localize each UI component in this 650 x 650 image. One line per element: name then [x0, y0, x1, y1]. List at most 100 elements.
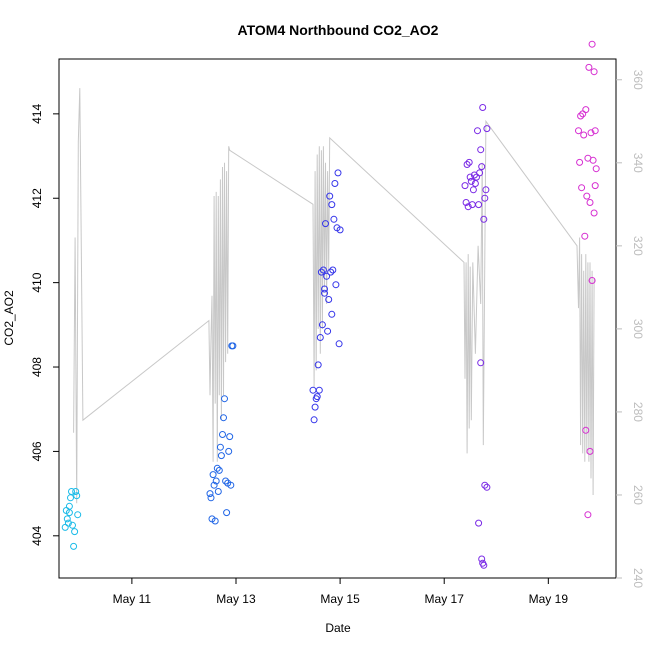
data-point: [221, 395, 228, 403]
y2-tick-label: 320: [631, 236, 645, 256]
data-point: [482, 186, 490, 194]
data-point: [462, 199, 470, 206]
data-point: [334, 169, 342, 177]
data-point: [215, 466, 223, 474]
data-point: [68, 488, 75, 495]
data-point: [467, 177, 475, 185]
data-point: [471, 180, 479, 187]
data-point: [461, 182, 469, 190]
data-point: [576, 158, 584, 166]
data-point: [223, 509, 231, 517]
data-point: [591, 127, 599, 135]
data-point: [581, 232, 589, 240]
data-point: [464, 203, 472, 211]
x-axis: May 11 May 13 May 15 May 17 May 19: [113, 578, 568, 606]
y-axis-label: CO2_AO2: [2, 290, 16, 346]
data-point: [206, 490, 214, 498]
data-point: [74, 511, 82, 519]
data-point: [478, 555, 486, 563]
y-tick-label: 406: [30, 441, 44, 461]
x-tick-label: May 11: [113, 592, 152, 606]
series-4: [461, 104, 491, 569]
data-point: [575, 127, 582, 135]
data-point: [69, 521, 76, 529]
data-point: [582, 106, 590, 114]
chart-title: ATOM4 Northbound CO2_AO2: [238, 22, 439, 38]
data-point: [321, 289, 328, 297]
series-1: [61, 488, 82, 550]
data-point: [329, 266, 337, 274]
series-2: [206, 342, 237, 525]
y2-tick-label: 240: [631, 568, 645, 588]
data-point: [227, 481, 235, 489]
data-point: [64, 519, 72, 527]
data-point: [216, 443, 224, 451]
y2-tick-label: 360: [631, 70, 645, 90]
data-point: [582, 426, 590, 434]
data-point: [315, 386, 323, 394]
data-point: [217, 452, 225, 460]
data-point: [477, 359, 485, 367]
data-point: [226, 433, 234, 441]
data-point: [476, 169, 484, 177]
data-point: [480, 561, 488, 569]
x-tick-label: May 17: [425, 592, 465, 606]
secondary-line: [73, 88, 595, 504]
data-point: [584, 511, 592, 519]
data-point: [331, 180, 339, 187]
data-point: [214, 488, 222, 495]
data-point: [588, 277, 596, 284]
y-tick-label: 408: [30, 357, 44, 377]
data-point: [225, 447, 233, 455]
data-point: [72, 488, 80, 495]
data-point: [326, 192, 334, 200]
data-point: [211, 517, 219, 525]
data-point: [222, 477, 230, 485]
data-point: [577, 112, 585, 120]
data-point: [65, 502, 73, 510]
data-point: [587, 129, 595, 137]
y-tick-label: 412: [30, 188, 44, 208]
data-point: [313, 393, 321, 401]
data-point: [327, 268, 335, 276]
x-tick-label: May 13: [216, 592, 256, 606]
y2-tick-label: 340: [631, 153, 645, 173]
data-point: [212, 477, 220, 485]
data-point: [207, 494, 215, 502]
data-point: [314, 361, 322, 369]
y-tick-label: 410: [30, 272, 44, 292]
data-point: [477, 146, 485, 154]
y2-tick-label: 260: [631, 485, 645, 505]
data-point: [332, 281, 340, 289]
data-point: [481, 194, 489, 202]
data-point: [475, 519, 483, 527]
data-point: [328, 201, 336, 209]
data-point: [591, 182, 599, 190]
data-point: [590, 209, 598, 217]
data-point: [483, 483, 491, 491]
data-point: [483, 125, 491, 133]
data-point: [330, 215, 338, 223]
data-point: [481, 481, 489, 489]
data-point: [317, 268, 325, 276]
data-point: [318, 321, 326, 329]
secondary-series-line: [73, 88, 595, 504]
data-point: [463, 161, 471, 168]
y-tick-label: 414: [30, 104, 44, 124]
data-point: [592, 165, 600, 173]
data-point: [316, 334, 324, 341]
data-point: [63, 515, 71, 523]
data-point: [321, 285, 328, 293]
data-point: [465, 158, 473, 166]
data-point: [590, 68, 598, 76]
data-point: [588, 40, 596, 48]
data-point: [322, 220, 329, 228]
data-point: [319, 266, 327, 274]
data-point: [229, 342, 237, 350]
y2-tick-label: 280: [631, 402, 645, 422]
x-axis-label: Date: [325, 621, 351, 635]
data-point: [213, 464, 221, 472]
data-point: [71, 528, 79, 536]
series-5: [575, 40, 600, 519]
